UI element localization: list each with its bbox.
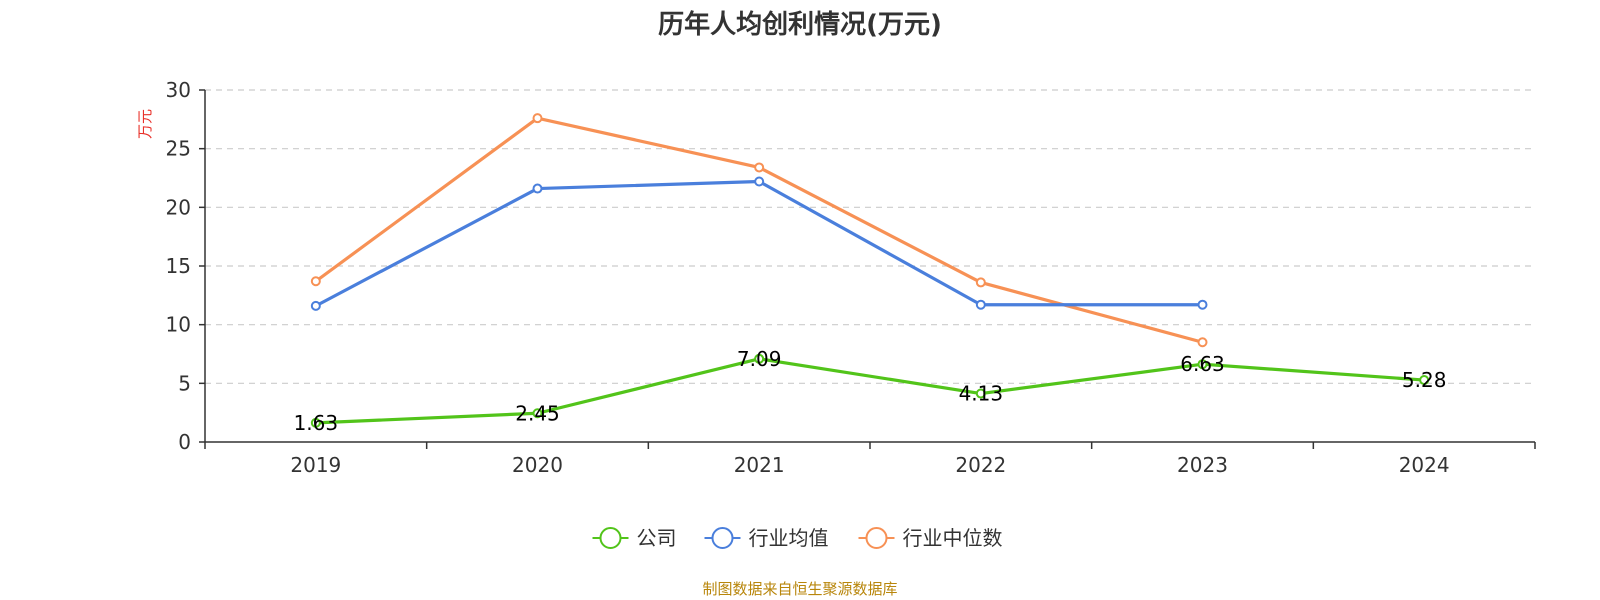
y-tick-label: 20 [166, 195, 191, 219]
data-point[interactable] [754, 353, 765, 364]
y-tick-label: 15 [166, 254, 191, 278]
y-tick-label: 0 [178, 430, 191, 454]
data-point[interactable] [1197, 359, 1208, 370]
series-lines [310, 113, 1430, 428]
data-source-note: 制图数据来自恒生聚源数据库 [702, 580, 897, 598]
x-tick-label: 2024 [1399, 453, 1450, 477]
data-label: 5.28 [1402, 368, 1447, 392]
x-tick-label: 2021 [734, 453, 785, 477]
axes: 0 5 10 15 20 25 30 2019 2020 2021 2022 2023 2024 [166, 78, 1536, 477]
data-label: 2.45 [515, 401, 560, 425]
legend-item[interactable]: 行业中位数 [858, 526, 1003, 550]
x-tick-label: 2019 [290, 453, 341, 477]
legend-symbol-circle [711, 527, 734, 549]
data-point[interactable] [754, 162, 765, 173]
x-tick-label: 2023 [1177, 453, 1228, 477]
data-label: 4.13 [959, 382, 1004, 406]
series-line [315, 179, 1203, 308]
data-point[interactable] [310, 300, 321, 311]
x-tick-label: 2020 [512, 453, 563, 477]
grid-lines [205, 89, 1535, 384]
data-point[interactable] [532, 408, 543, 419]
y-tick-label: 10 [166, 313, 191, 337]
legend-label: 公司 [637, 526, 677, 550]
data-point[interactable] [310, 276, 321, 287]
legend-symbol-circle [865, 527, 888, 549]
data-point[interactable] [532, 113, 543, 124]
y-axis-unit-label: 万元 [136, 109, 154, 139]
y-tick-label: 25 [166, 137, 191, 161]
legend[interactable]: 公司 行业均值 行业中位数 [592, 526, 1003, 550]
data-point[interactable] [310, 417, 321, 428]
data-labels: 1.63 2.45 7.09 4.13 6.63 5.28 [294, 347, 1447, 435]
x-tick-label: 2022 [955, 453, 1006, 477]
legend-item[interactable]: 公司 [592, 526, 677, 550]
data-point[interactable] [1419, 375, 1430, 386]
series-line [314, 116, 1203, 344]
y-tick-label: 5 [178, 371, 191, 395]
chart-title: 历年人均创利情况(万元) [658, 9, 942, 40]
data-point[interactable] [975, 299, 986, 310]
data-label: 7.09 [737, 347, 782, 371]
data-point[interactable] [975, 277, 986, 288]
legend-label: 行业中位数 [903, 526, 1003, 550]
data-point[interactable] [754, 176, 765, 187]
legend-item[interactable]: 行业均值 [704, 526, 829, 550]
y-tick-label: 30 [166, 78, 191, 102]
data-point[interactable] [532, 183, 543, 194]
data-point[interactable] [1197, 337, 1208, 348]
series-line [315, 357, 1425, 425]
data-label: 6.63 [1180, 352, 1225, 376]
data-label: 1.63 [294, 411, 339, 435]
legend-symbol-circle [599, 527, 622, 549]
legend-label: 行业均值 [749, 526, 829, 550]
data-point[interactable] [975, 388, 986, 399]
data-point[interactable] [1197, 299, 1208, 310]
